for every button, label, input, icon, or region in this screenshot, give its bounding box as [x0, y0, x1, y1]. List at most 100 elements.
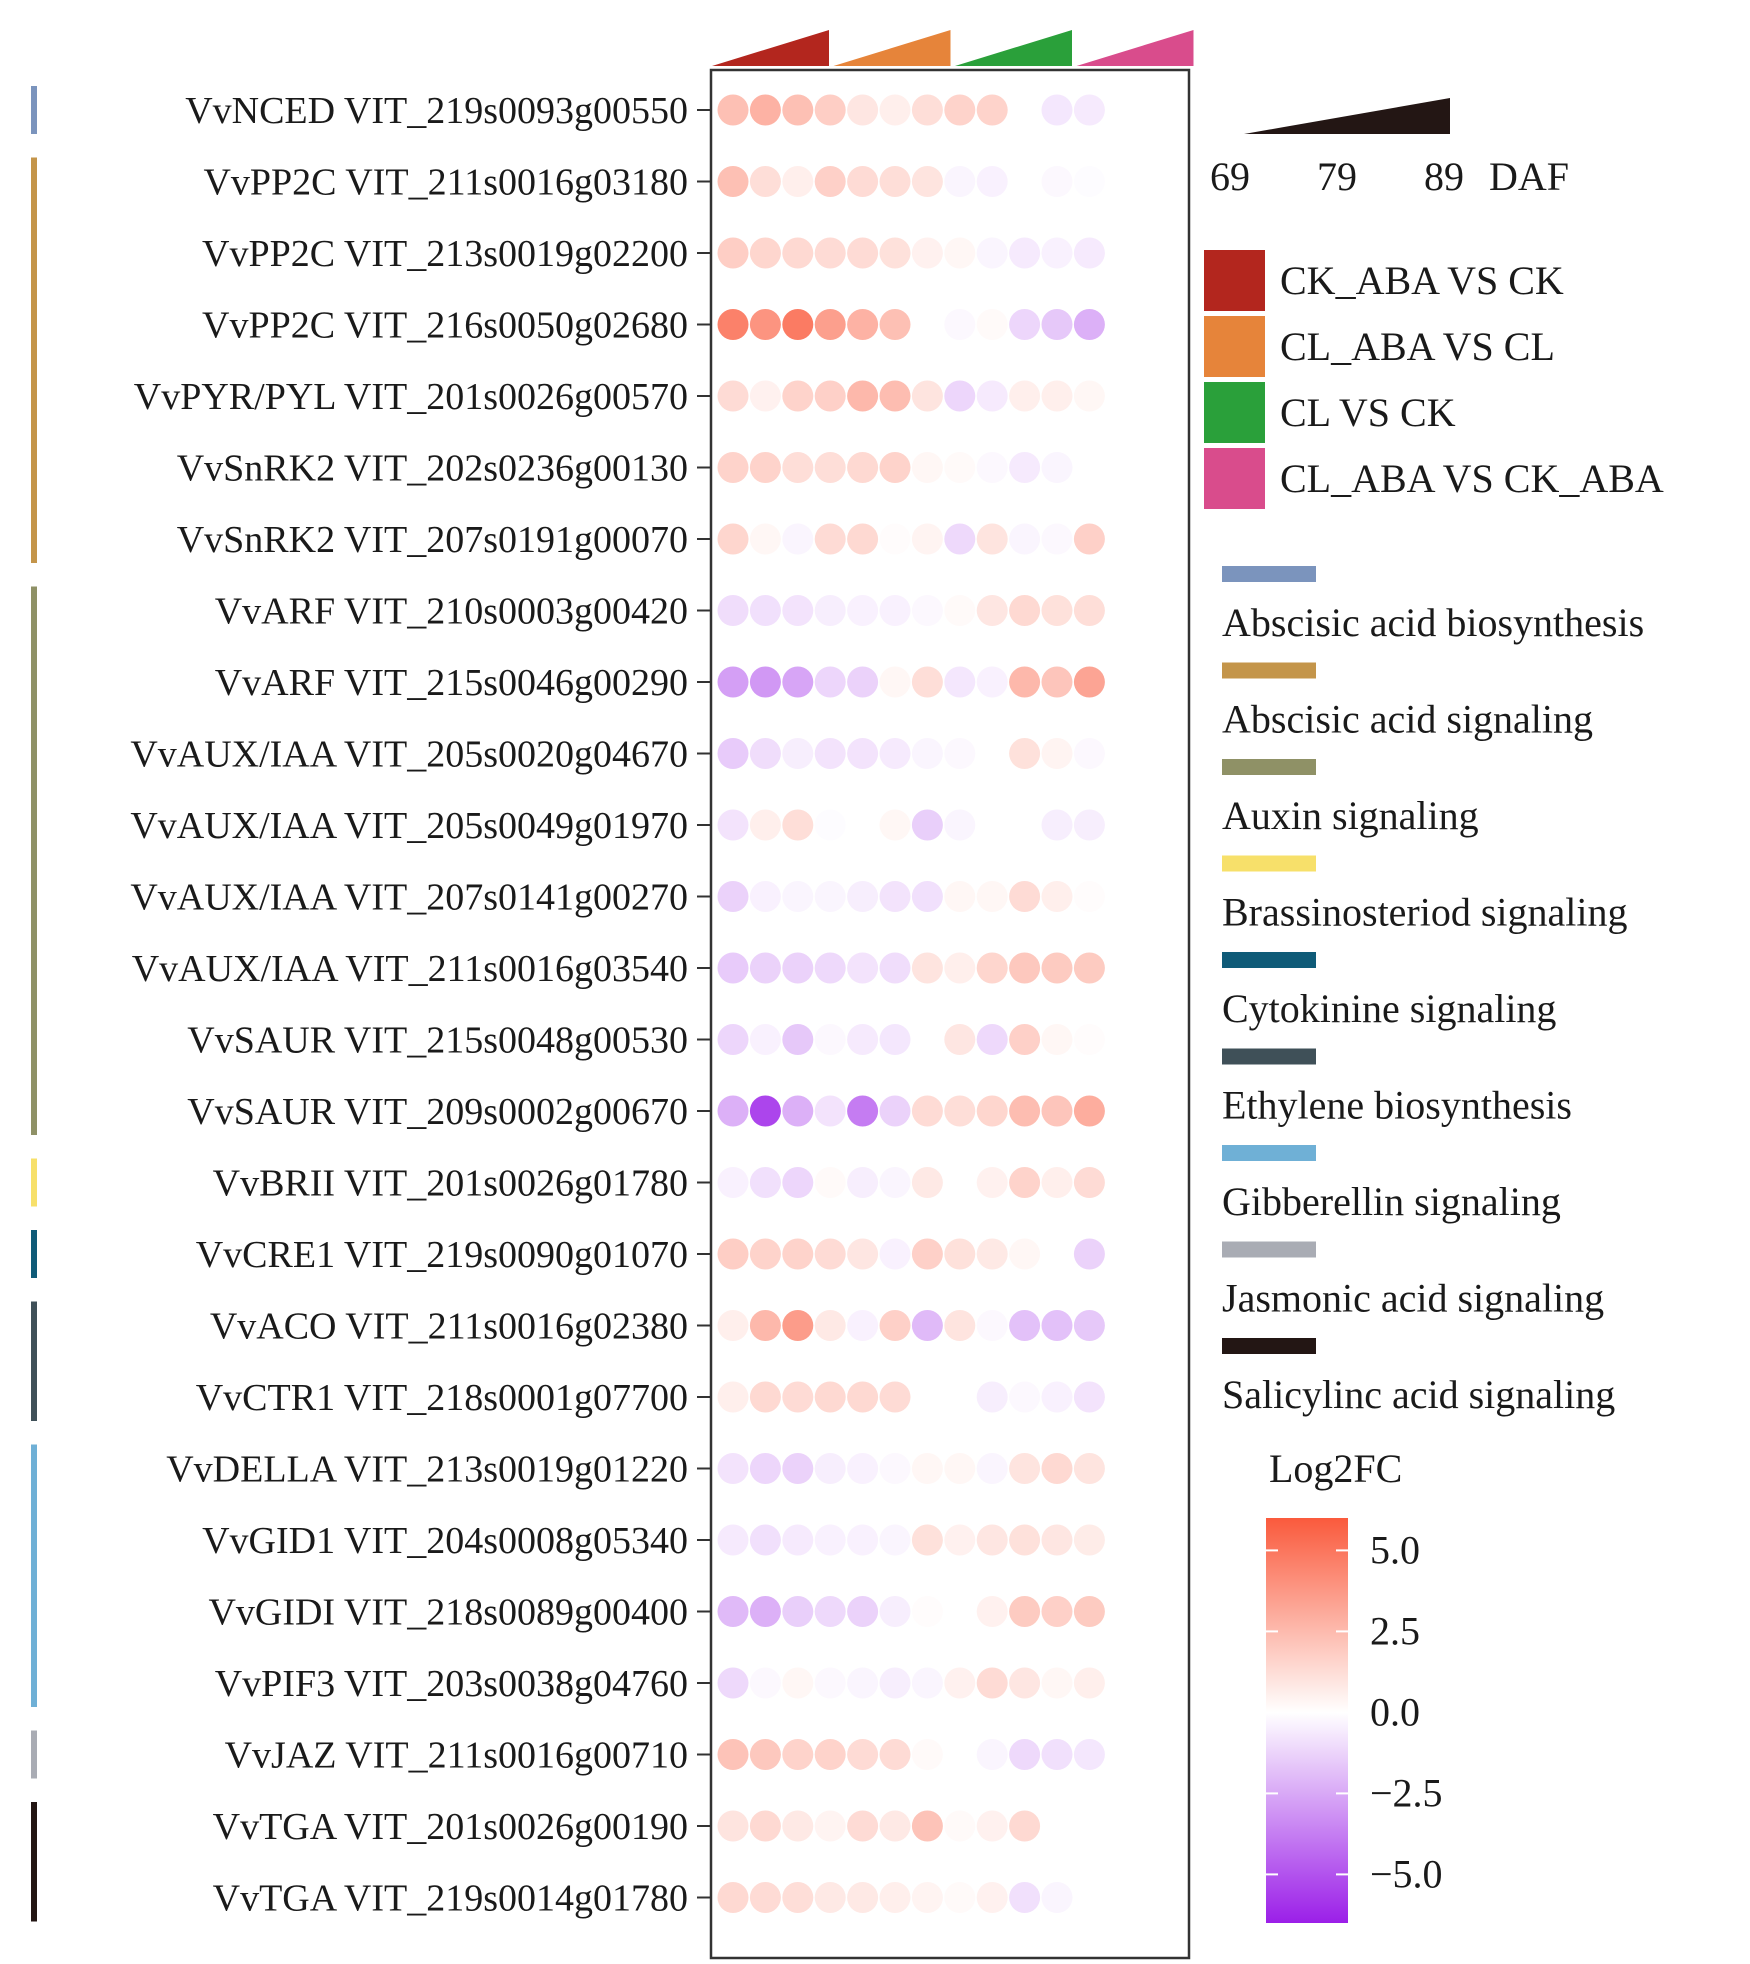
heat-dot	[814, 881, 846, 912]
gene-label: VvAUX/IAA VIT_211s0016g03540	[132, 948, 688, 990]
comparison-swatch	[1204, 250, 1265, 311]
heat-dot	[944, 1810, 976, 1842]
heat-dot	[717, 1453, 749, 1484]
comparison-wedge	[955, 30, 1072, 66]
heat-dot	[976, 1238, 1008, 1270]
heat-dot	[717, 738, 749, 769]
colorbar-tick-label: 0.0	[1370, 1689, 1420, 1734]
comparison-legend: CK_ABA VS CK CL_ABA VS CL CL VS CK CL_ABA V…	[1204, 250, 1664, 509]
heat-dot	[879, 881, 911, 912]
heat-dot	[1073, 523, 1105, 555]
heat-dot	[944, 595, 976, 626]
heat-dot	[1009, 452, 1041, 483]
heat-dot	[911, 1167, 943, 1198]
heat-dot	[847, 809, 879, 841]
heat-dot	[847, 1739, 879, 1770]
heat-dot	[814, 1238, 846, 1270]
category-legend-swatch	[1222, 855, 1316, 872]
heat-dot	[782, 452, 814, 483]
comparison-wedge	[833, 30, 951, 66]
colorbar-ticks: 5.0 2.5 0.0 −2.5 −5.0	[1266, 1527, 1443, 1896]
colorbar-tick-label: −2.5	[1370, 1770, 1443, 1815]
heat-dot	[717, 1882, 749, 1913]
heat-dot	[944, 666, 976, 698]
heat-dot	[911, 1739, 943, 1770]
heat-dot	[1009, 809, 1041, 841]
heat-dot	[717, 595, 749, 626]
heat-dot	[814, 309, 846, 340]
category-bar	[31, 1444, 37, 1707]
heat-dot	[1041, 881, 1073, 912]
heat-dot	[814, 94, 846, 126]
category-legend: Abscisic acid biosynthesis Abscisic acid …	[1222, 566, 1644, 1417]
heat-dot	[782, 1882, 814, 1913]
heat-dot	[1041, 1095, 1073, 1127]
heat-dot	[944, 1024, 976, 1055]
heat-dot	[879, 1453, 911, 1484]
heat-dot	[944, 881, 976, 912]
gene-label: VvPP2C VIT_211s0016g03180	[203, 162, 688, 204]
heat-dot	[976, 809, 1008, 841]
heat-dot	[749, 1810, 781, 1842]
heat-dot	[847, 738, 879, 769]
category-legend-swatch	[1222, 1338, 1316, 1354]
heat-dot	[976, 1810, 1008, 1842]
heat-dot	[847, 1167, 879, 1198]
heat-dot	[782, 1810, 814, 1842]
category-legend-label: Salicylinc acid signaling	[1222, 1372, 1615, 1417]
heat-dot	[717, 1310, 749, 1341]
heat-dot	[782, 1167, 814, 1198]
heat-dot	[749, 1167, 781, 1198]
heat-dot	[1073, 452, 1105, 483]
heat-dot	[782, 1095, 814, 1127]
heat-dot	[749, 1310, 781, 1341]
heat-dot	[944, 1596, 976, 1627]
heat-dot	[717, 1596, 749, 1627]
heat-dot	[879, 666, 911, 698]
heat-dot	[1073, 1095, 1105, 1127]
heat-dot	[879, 309, 911, 340]
heat-dot	[1041, 1238, 1073, 1270]
category-bar	[31, 86, 37, 134]
heat-dot	[976, 1024, 1008, 1055]
heat-dot	[749, 452, 781, 483]
heat-dot	[911, 1810, 943, 1842]
heat-dot	[782, 1453, 814, 1484]
heat-dot	[1041, 666, 1073, 698]
gene-label: VvSAUR VIT_209s0002g00670	[187, 1091, 688, 1133]
heat-dot	[1009, 166, 1041, 197]
heat-dot	[782, 1739, 814, 1770]
heat-dot	[717, 952, 749, 984]
heat-dot	[782, 1667, 814, 1699]
heat-dot	[911, 952, 943, 984]
colorbar-tick-label: 2.5	[1370, 1608, 1420, 1653]
heat-dot	[911, 1381, 943, 1413]
heat-dot	[814, 1667, 846, 1699]
heat-dot	[749, 1524, 781, 1556]
heat-dot	[814, 1453, 846, 1484]
comparison-swatch	[1204, 448, 1265, 509]
heat-dot	[814, 1739, 846, 1770]
heat-dot	[1009, 309, 1041, 340]
heat-dot	[1073, 237, 1105, 269]
heat-dot	[976, 738, 1008, 769]
heat-dot	[879, 1739, 911, 1770]
heat-dot	[944, 1381, 976, 1413]
heat-dot	[1041, 1167, 1073, 1198]
category-legend-label: Auxin signaling	[1222, 793, 1479, 838]
heat-dot	[944, 1167, 976, 1198]
heat-dot	[1041, 1667, 1073, 1699]
gene-label: VvNCED VIT_219s0093g00550	[185, 90, 688, 132]
heat-dot	[879, 1238, 911, 1270]
heat-dot	[749, 1381, 781, 1413]
heat-dot	[911, 309, 943, 340]
time-tick-label: 69	[1210, 154, 1250, 199]
comparison-swatch	[1204, 316, 1265, 377]
category-legend-swatch	[1222, 662, 1316, 679]
heat-dot	[782, 1024, 814, 1055]
gene-label: VvSnRK2 VIT_202s0236g00130	[177, 448, 688, 490]
heat-dot	[717, 309, 749, 340]
heat-dot	[717, 1024, 749, 1055]
heat-dot	[976, 380, 1008, 412]
heat-dot	[1041, 1381, 1073, 1413]
